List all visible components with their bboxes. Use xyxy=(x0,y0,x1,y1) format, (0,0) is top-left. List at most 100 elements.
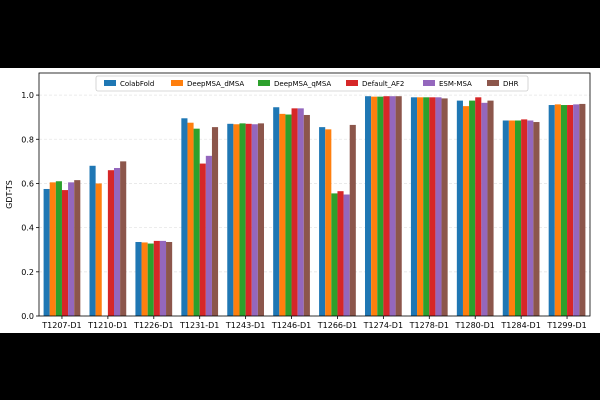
bar-dhr-t1274-d1 xyxy=(395,96,402,316)
bar-dhr-t1278-d1 xyxy=(441,98,448,316)
legend-label: ESM-MSA xyxy=(439,80,472,88)
bar-deepmsa-dmsa-t1226-d1 xyxy=(141,242,148,316)
bar-default-af2-t1278-d1 xyxy=(429,97,436,316)
bar-default-af2-t1246-d1 xyxy=(291,108,298,316)
legend-swatch xyxy=(423,80,435,86)
bar-esm-msa-t1274-d1 xyxy=(389,96,396,316)
bar-colabfold-t1274-d1 xyxy=(365,96,372,316)
bar-deepmsa-qmsa-t1207-d1 xyxy=(55,181,62,316)
legend-swatch xyxy=(258,80,270,86)
bar-colabfold-t1280-d1 xyxy=(456,100,463,316)
x-tick-label: T1207-D1 xyxy=(41,321,81,330)
y-tick-label: 0.6 xyxy=(21,179,34,188)
x-tick-label: T1243-D1 xyxy=(225,321,265,330)
y-tick-label: 0.8 xyxy=(21,135,34,144)
y-tick-label: 0.4 xyxy=(21,224,34,233)
bar-deepmsa-qmsa-t1243-d1 xyxy=(239,123,246,316)
bar-dhr-t1246-d1 xyxy=(303,114,310,316)
bar-dhr-t1299-d1 xyxy=(579,103,586,316)
legend-label: DeepMSA_qMSA xyxy=(274,80,331,88)
bar-dhr-t1231-d1 xyxy=(211,127,219,316)
x-tick-label: T1278-D1 xyxy=(409,321,449,330)
bar-colabfold-t1226-d1 xyxy=(135,241,142,316)
bar-default-af2-t1280-d1 xyxy=(475,97,482,316)
bar-deepmsa-qmsa-t1278-d1 xyxy=(423,97,430,316)
plot-frame xyxy=(38,72,591,317)
bar-deepmsa-qmsa-t1246-d1 xyxy=(285,114,292,316)
bar-default-af2-t1284-d1 xyxy=(521,119,528,317)
x-tick-label: T1246-D1 xyxy=(271,321,311,330)
bar-colabfold-t1210-d1 xyxy=(89,165,96,316)
bar-deepmsa-dmsa-t1266-d1 xyxy=(325,129,332,316)
legend-label: Default_AF2 xyxy=(362,80,404,88)
bar-colabfold-t1299-d1 xyxy=(548,105,555,316)
bar-dhr-t1226-d1 xyxy=(166,241,173,316)
bar-deepmsa-qmsa-t1266-d1 xyxy=(331,193,338,316)
x-tick-label: T1266-D1 xyxy=(317,321,357,330)
bar-deepmsa-qmsa-t1231-d1 xyxy=(193,128,200,316)
bar-deepmsa-dmsa-t1299-d1 xyxy=(554,104,561,316)
y-tick-label: 0.2 xyxy=(21,268,34,277)
bar-colabfold-t1207-d1 xyxy=(43,188,50,316)
bar-deepmsa-dmsa-t1210-d1 xyxy=(95,183,102,316)
y-tick-label: 0.0 xyxy=(21,312,34,321)
x-tick-label: T1210-D1 xyxy=(87,321,127,330)
legend-swatch xyxy=(104,80,116,86)
bar-esm-msa-t1207-d1 xyxy=(68,182,75,316)
legend-swatch xyxy=(487,80,499,86)
bar-colabfold-t1278-d1 xyxy=(410,97,418,316)
bar-colabfold-t1266-d1 xyxy=(319,127,326,316)
bar-esm-msa-t1266-d1 xyxy=(343,194,350,316)
bar-esm-msa-t1284-d1 xyxy=(527,120,534,316)
bar-default-af2-t1266-d1 xyxy=(337,191,344,316)
bar-colabfold-t1284-d1 xyxy=(502,120,509,316)
bar-default-af2-t1299-d1 xyxy=(567,105,574,316)
legend-box xyxy=(95,75,529,92)
bar-colabfold-t1246-d1 xyxy=(273,107,280,316)
chart-area: T1207-D1 T1210-D1 T1226-D1 T1231-D1 T1243-D1… xyxy=(0,68,600,333)
bar-deepmsa-dmsa-t1284-d1 xyxy=(508,120,516,316)
bar-deepmsa-qmsa-t1280-d1 xyxy=(469,100,476,316)
bar-deepmsa-qmsa-t1299-d1 xyxy=(560,105,568,316)
bar-default-af2-t1210-d1 xyxy=(107,170,114,316)
x-tick-label: T1274-D1 xyxy=(363,321,403,330)
bar-default-af2-t1226-d1 xyxy=(153,240,160,316)
bar-deepmsa-dmsa-t1278-d1 xyxy=(417,97,424,316)
bar-deepmsa-dmsa-t1207-d1 xyxy=(49,182,56,316)
bar-esm-msa-t1210-d1 xyxy=(113,167,121,316)
legend-swatch xyxy=(346,80,358,86)
bar-deepmsa-dmsa-t1231-d1 xyxy=(187,122,194,316)
legend-label: ColabFold xyxy=(120,80,154,88)
bar-esm-msa-t1243-d1 xyxy=(251,124,258,316)
bar-esm-msa-t1246-d1 xyxy=(297,108,304,316)
legend-swatch xyxy=(171,80,183,86)
x-tick-label: T1226-D1 xyxy=(133,321,173,330)
bar-deepmsa-qmsa-t1274-d1 xyxy=(377,96,384,316)
bar-deepmsa-dmsa-t1246-d1 xyxy=(279,113,286,316)
bar-dhr-t1280-d1 xyxy=(487,100,494,316)
bar-esm-msa-t1231-d1 xyxy=(205,155,212,316)
bar-chart: T1207-D1 T1210-D1 T1226-D1 T1231-D1 T1243-D1… xyxy=(5,72,591,330)
bar-colabfold-t1231-d1 xyxy=(181,118,188,316)
x-tick-label: T1280-D1 xyxy=(455,321,495,330)
bar-esm-msa-t1226-d1 xyxy=(159,240,167,316)
bar-dhr-t1243-d1 xyxy=(257,123,264,316)
bar-deepmsa-qmsa-t1284-d1 xyxy=(515,120,522,316)
bar-dhr-t1284-d1 xyxy=(533,122,540,317)
legend-label: DHR xyxy=(503,80,519,88)
bar-esm-msa-t1299-d1 xyxy=(573,104,580,316)
bar-esm-msa-t1278-d1 xyxy=(435,97,442,316)
y-axis-label: GDT-TS xyxy=(5,180,14,209)
x-tick-label: T1231-D1 xyxy=(179,321,219,330)
bar-default-af2-t1243-d1 xyxy=(245,123,252,317)
bar-default-af2-t1207-d1 xyxy=(61,190,69,316)
x-tick-label: T1284-D1 xyxy=(500,321,540,330)
bar-deepmsa-dmsa-t1274-d1 xyxy=(371,96,378,316)
bar-dhr-t1210-d1 xyxy=(120,161,127,316)
bar-colabfold-t1243-d1 xyxy=(227,123,234,317)
legend-label: DeepMSA_dMSA xyxy=(187,80,244,88)
bar-dhr-t1266-d1 xyxy=(349,124,356,316)
bar-deepmsa-dmsa-t1243-d1 xyxy=(233,124,240,316)
bar-dhr-t1207-d1 xyxy=(74,180,81,316)
y-tick-label: 1.0 xyxy=(21,91,34,100)
